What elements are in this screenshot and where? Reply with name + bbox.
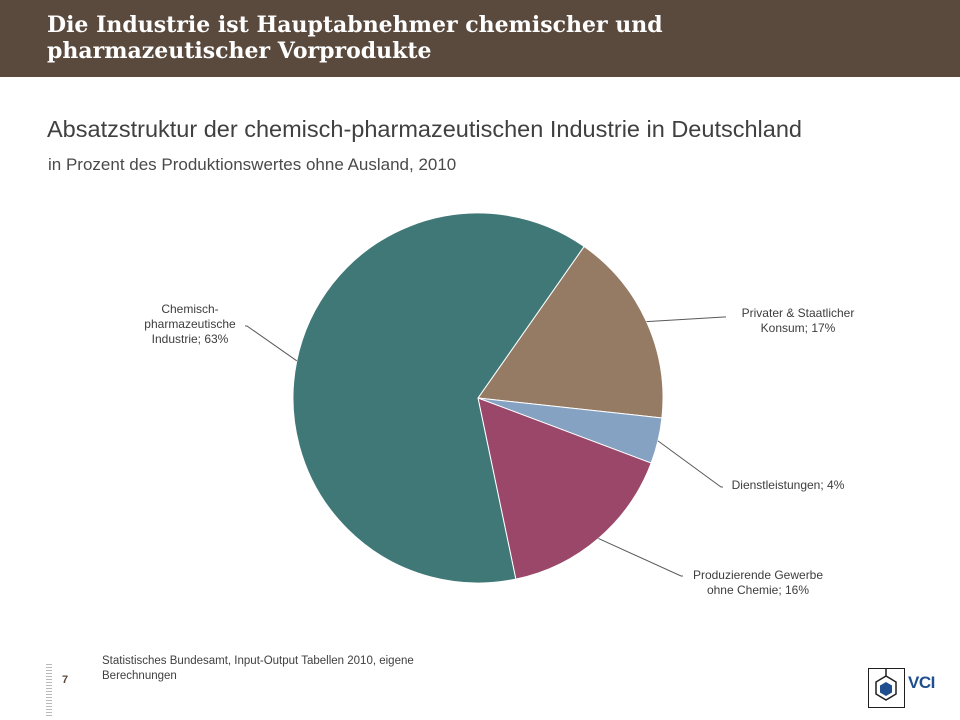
pie-slice-produzierende-gewerbe <box>477 397 652 580</box>
slice-label-produzierende-gewerbe: Produzierende Gewerbe ohne Chemie; 16% <box>692 568 824 597</box>
slide-title: Die Industrie ist Hauptabnehmer chemisch… <box>47 12 663 64</box>
vci-logo-text: VCI <box>908 673 935 692</box>
leader-line <box>646 316 726 323</box>
leader-line <box>598 538 683 577</box>
leader-line <box>245 325 298 362</box>
page-divider <box>46 664 52 718</box>
source-note: Statistisches Bundesamt, Input-Output Ta… <box>102 655 414 682</box>
header-bar: Die Industrie ist Hauptabnehmer chemisch… <box>0 0 960 77</box>
chart-subtitle: in Prozent des Produktionswertes ohne Au… <box>48 155 457 174</box>
pie-slice-chemische-industrie <box>292 212 585 584</box>
page-number: 7 <box>62 674 69 686</box>
leader-line <box>657 440 723 488</box>
vci-logo-icon <box>868 668 905 708</box>
slice-label-chemisch-pharmazeutische-industrie: Chemisch- pharmazeutische Industrie; 63% <box>144 302 236 346</box>
slice-label-konsum: Privater & Staatlicher Konsum; 17% <box>741 306 855 335</box>
chart-title: Absatzstruktur der chemisch-pharmazeutis… <box>47 116 802 142</box>
slice-label-dienstleistungen: Dienstleistungen; 4% <box>731 478 845 492</box>
